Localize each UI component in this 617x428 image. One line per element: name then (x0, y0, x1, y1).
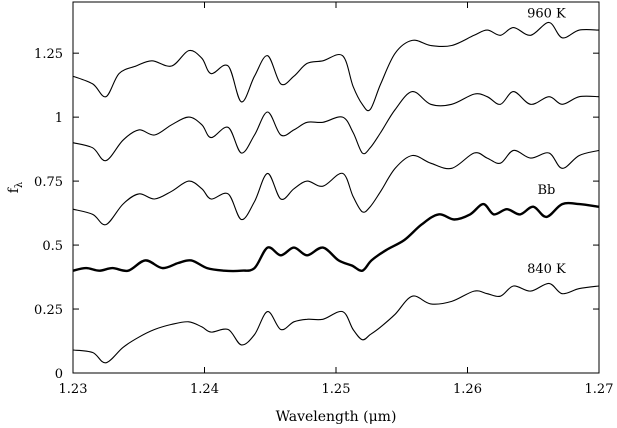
spectrum-line-5 (72, 282, 600, 364)
series-layer (72, 21, 600, 364)
y-tick-label: 1.25 (34, 47, 63, 62)
series-labels-layer: 960 K Bb 840 K (527, 6, 566, 277)
y-tick-label: 0.75 (34, 175, 63, 190)
x-axis-title: Wavelength (μm) (276, 409, 397, 425)
series-label: 960 K (527, 6, 566, 21)
y-tick-label: 0 (55, 367, 63, 382)
spectrum-line-3 (72, 149, 600, 226)
ticks-layer: 1.23 1.24 1.25 1.26 1.27 0 0.25 0.5 0.75 1 1.25 (34, 2, 613, 397)
series-label: Bb (537, 183, 555, 198)
x-tick-label: 1.23 (59, 382, 88, 397)
plot-frame (72, 1, 600, 374)
x-tick-label: 1.24 (190, 382, 219, 397)
y-tick-label: 0.25 (34, 303, 63, 318)
series-label: 840 K (527, 262, 566, 277)
spectrum-line-4 (72, 201, 600, 273)
x-tick-label: 1.26 (453, 382, 482, 397)
spectrum-line-2 (72, 91, 600, 162)
x-tick-label: 1.25 (322, 382, 351, 397)
y-tick-label: 0.5 (42, 239, 63, 254)
y-axis-title: fλ (6, 181, 25, 193)
y-tick-label: 1 (55, 111, 63, 126)
x-tick-label: 1.27 (585, 382, 614, 397)
spectrum-line-1 (72, 21, 600, 112)
